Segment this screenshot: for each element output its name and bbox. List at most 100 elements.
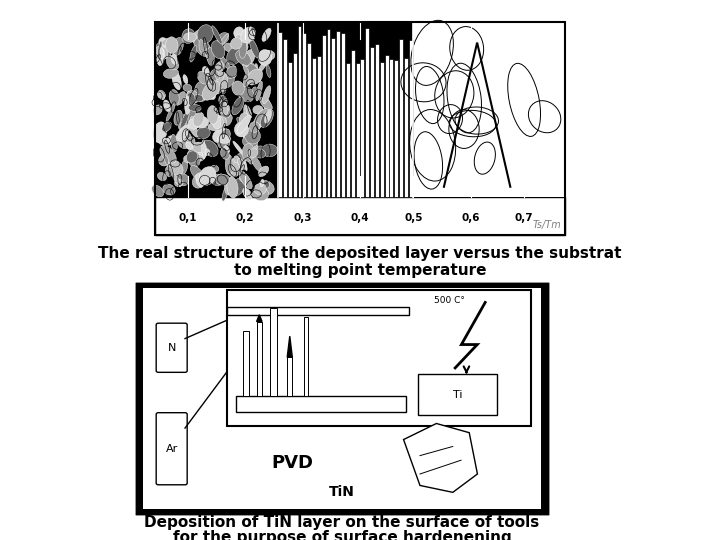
- Ellipse shape: [243, 129, 253, 145]
- Ellipse shape: [217, 174, 225, 185]
- Ellipse shape: [212, 128, 230, 143]
- Ellipse shape: [211, 40, 225, 59]
- Ellipse shape: [201, 82, 215, 99]
- Ellipse shape: [186, 104, 197, 124]
- Ellipse shape: [196, 179, 202, 187]
- Ellipse shape: [192, 174, 207, 188]
- Ellipse shape: [202, 81, 220, 100]
- Bar: [317, 56, 321, 197]
- Ellipse shape: [248, 148, 258, 158]
- Ellipse shape: [192, 29, 206, 44]
- Ellipse shape: [193, 112, 204, 126]
- Ellipse shape: [186, 90, 199, 104]
- Text: The real structure of the deposited layer versus the substrat: The real structure of the deposited laye…: [98, 246, 622, 261]
- Bar: [312, 58, 316, 197]
- Bar: [331, 38, 336, 197]
- Bar: [336, 31, 340, 197]
- Ellipse shape: [168, 160, 183, 175]
- Text: 0,7: 0,7: [515, 213, 534, 222]
- Ellipse shape: [183, 84, 192, 91]
- Ellipse shape: [158, 154, 171, 166]
- Bar: [322, 35, 325, 197]
- Ellipse shape: [234, 122, 248, 137]
- Bar: [390, 59, 393, 197]
- Ellipse shape: [225, 179, 233, 195]
- Ellipse shape: [166, 103, 175, 122]
- Ellipse shape: [182, 29, 195, 43]
- Bar: [307, 43, 311, 197]
- Ellipse shape: [194, 81, 209, 102]
- Text: 500 C°: 500 C°: [433, 296, 464, 305]
- Bar: [302, 33, 306, 197]
- Bar: [227, 307, 409, 315]
- Ellipse shape: [216, 33, 229, 51]
- Ellipse shape: [233, 141, 244, 155]
- Text: 0,3: 0,3: [293, 213, 312, 222]
- Ellipse shape: [155, 46, 168, 59]
- Ellipse shape: [186, 92, 195, 109]
- Ellipse shape: [171, 54, 177, 64]
- Polygon shape: [403, 423, 477, 492]
- Bar: [227, 291, 531, 426]
- Bar: [379, 62, 384, 197]
- Ellipse shape: [251, 156, 261, 171]
- Ellipse shape: [227, 46, 243, 65]
- Ellipse shape: [217, 32, 229, 44]
- Ellipse shape: [158, 92, 165, 100]
- Ellipse shape: [205, 49, 212, 61]
- Ellipse shape: [163, 100, 171, 112]
- Text: Ts/Tm: Ts/Tm: [533, 220, 562, 230]
- Ellipse shape: [220, 100, 228, 114]
- Ellipse shape: [257, 56, 270, 74]
- Bar: [243, 331, 249, 396]
- Ellipse shape: [166, 56, 179, 70]
- Ellipse shape: [160, 146, 176, 163]
- Ellipse shape: [192, 148, 205, 161]
- Ellipse shape: [190, 117, 198, 129]
- Ellipse shape: [222, 75, 228, 94]
- Bar: [155, 22, 565, 197]
- Ellipse shape: [207, 48, 215, 66]
- Bar: [418, 374, 498, 415]
- Ellipse shape: [243, 188, 252, 200]
- Ellipse shape: [239, 171, 252, 189]
- Ellipse shape: [220, 148, 230, 159]
- Text: to melting point temperature: to melting point temperature: [234, 262, 486, 278]
- Ellipse shape: [224, 43, 233, 52]
- Ellipse shape: [219, 95, 228, 107]
- Ellipse shape: [173, 174, 181, 186]
- Ellipse shape: [263, 86, 271, 104]
- Bar: [283, 39, 287, 197]
- Ellipse shape: [190, 45, 197, 62]
- Ellipse shape: [159, 38, 168, 48]
- Ellipse shape: [264, 110, 271, 123]
- Ellipse shape: [194, 176, 204, 183]
- Text: Ar: Ar: [166, 444, 178, 454]
- Ellipse shape: [227, 177, 238, 198]
- Ellipse shape: [180, 110, 189, 130]
- Bar: [341, 33, 345, 197]
- Ellipse shape: [186, 91, 192, 105]
- Ellipse shape: [246, 31, 255, 40]
- Ellipse shape: [212, 114, 221, 129]
- Ellipse shape: [184, 156, 192, 163]
- Ellipse shape: [197, 25, 213, 44]
- Bar: [305, 318, 308, 396]
- Ellipse shape: [231, 178, 246, 195]
- Ellipse shape: [239, 40, 247, 58]
- Bar: [137, 284, 547, 513]
- Ellipse shape: [209, 70, 217, 90]
- Ellipse shape: [258, 181, 274, 194]
- Bar: [155, 197, 565, 235]
- Ellipse shape: [190, 166, 204, 181]
- Ellipse shape: [260, 97, 272, 110]
- Ellipse shape: [199, 39, 204, 53]
- Ellipse shape: [183, 75, 188, 84]
- Ellipse shape: [224, 114, 233, 126]
- Ellipse shape: [177, 173, 189, 186]
- Bar: [365, 28, 369, 197]
- Ellipse shape: [158, 138, 172, 146]
- Ellipse shape: [163, 69, 179, 78]
- Ellipse shape: [225, 134, 230, 145]
- Bar: [155, 22, 565, 197]
